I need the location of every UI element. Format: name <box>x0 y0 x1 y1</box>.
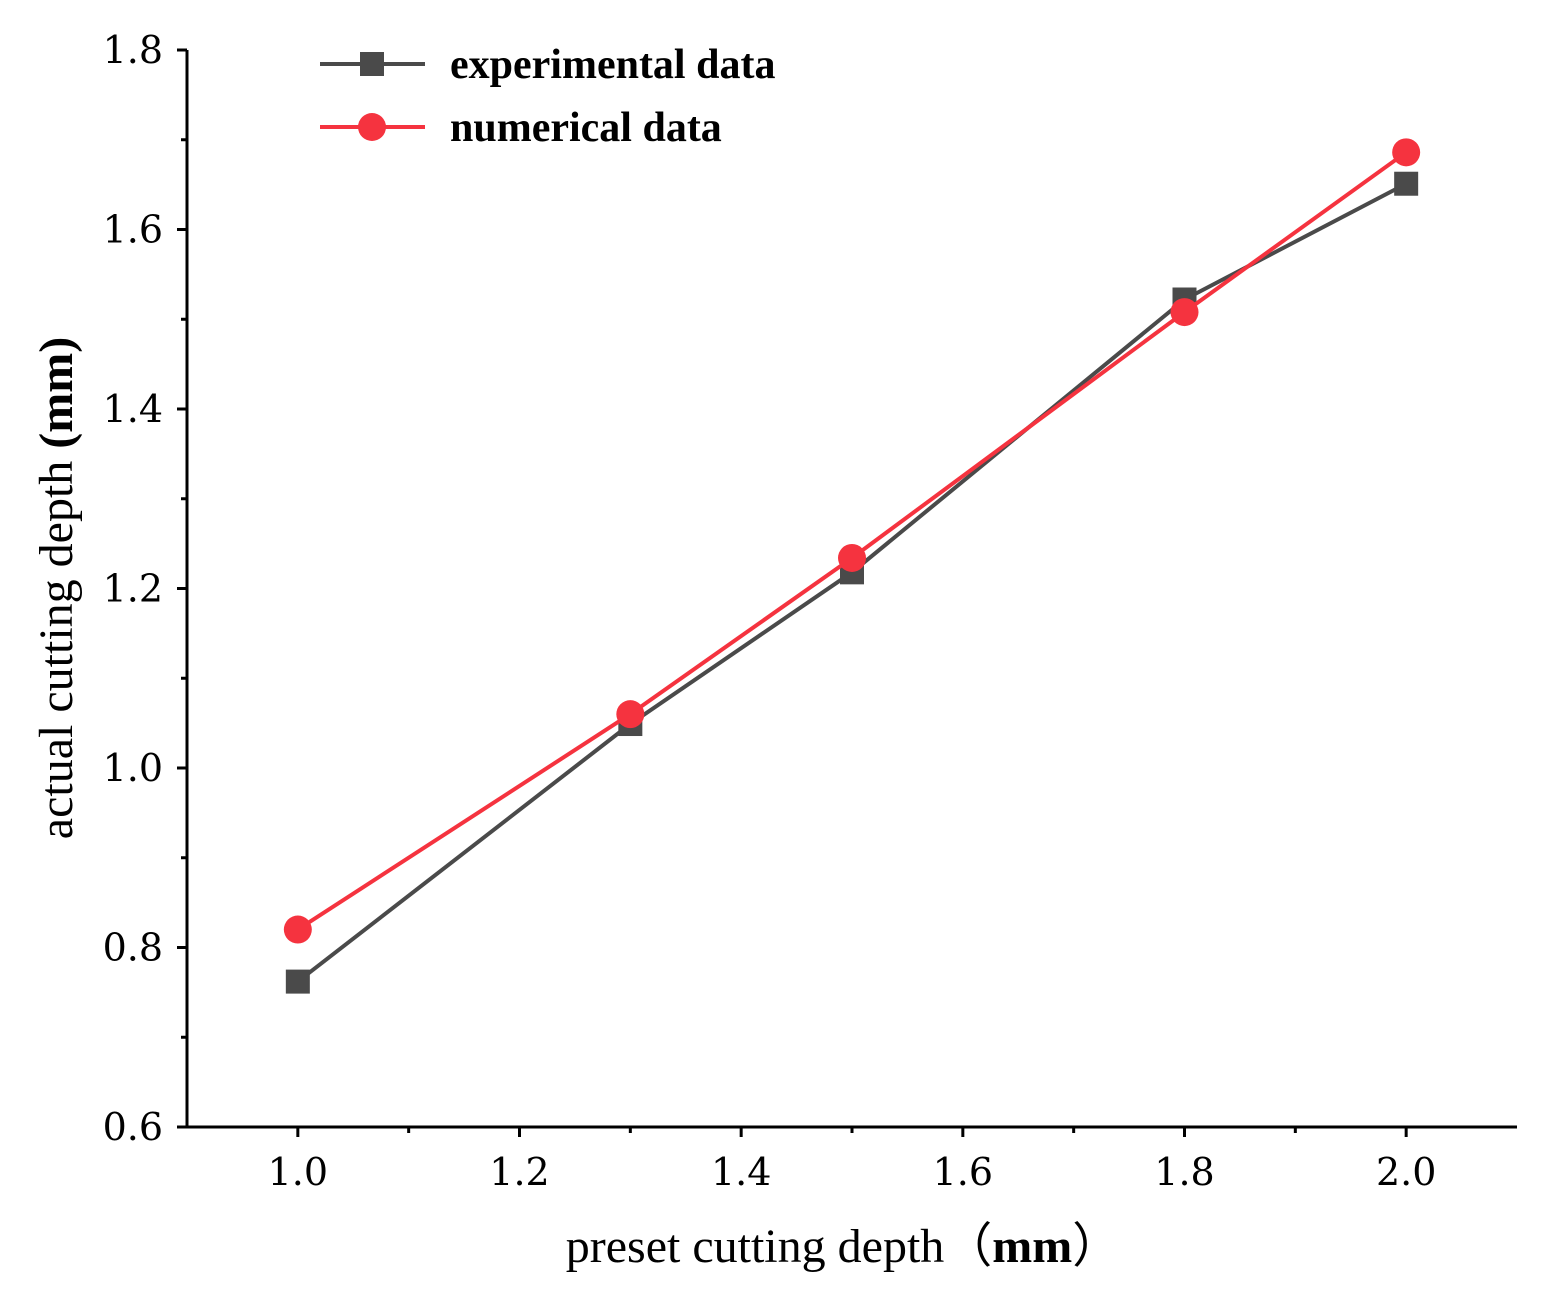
series-layer <box>283 138 1421 994</box>
y-tick-label: 1.6 <box>103 208 163 252</box>
x-tick-label: 1.4 <box>711 1150 771 1194</box>
y-tick-label: 1.0 <box>103 746 163 790</box>
data-point-circle <box>616 700 645 729</box>
x-axis-title-close: ） <box>1072 1220 1120 1273</box>
x-axis-title: preset cutting depth（mm） <box>566 1220 1121 1273</box>
axes: 0.6 0.8 1.0 1.2 1.4 1.6 1.8 1.0 1.2 1.4 1.6 1.8 2.0 <box>103 28 1517 1194</box>
legend-label: numerical data <box>450 105 722 151</box>
y-tick-label: 1.2 <box>103 567 163 611</box>
y-tick-label: 0.8 <box>103 926 163 970</box>
series-1 <box>285 171 1419 994</box>
legend-label: experimental data <box>450 42 775 88</box>
x-tick-label: 1.0 <box>268 1150 328 1194</box>
x-tick-label: 1.2 <box>489 1150 549 1194</box>
data-point-circle <box>1170 298 1199 327</box>
data-point-circle <box>838 543 866 572</box>
x-axis-title-unit: mm <box>992 1220 1072 1273</box>
y-tick-label: 1.4 <box>103 387 163 431</box>
y-tick-label: 0.6 <box>103 1105 163 1149</box>
x-tick-label: 1.6 <box>933 1150 993 1194</box>
x-axis-title-text: preset cutting depth（ <box>566 1220 993 1273</box>
legend-item-2: numerical data <box>320 105 722 151</box>
legend-marker-square <box>360 52 384 76</box>
x-tick-label: 1.8 <box>1154 1150 1214 1194</box>
series-2 <box>283 138 1421 944</box>
legend: experimental data numerical data <box>320 42 775 151</box>
data-point-circle <box>283 915 312 944</box>
x-tick-label: 2.0 <box>1376 1150 1436 1194</box>
data-point-square <box>285 969 310 994</box>
data-point-square <box>1394 171 1419 196</box>
y-tick-label: 1.8 <box>103 28 163 72</box>
y-axis-title: actual cutting depth (mm) <box>30 337 83 839</box>
legend-item-1: experimental data <box>320 42 775 88</box>
data-point-circle <box>1392 138 1421 167</box>
y-axis-title-unit: (mm) <box>30 337 83 449</box>
legend-marker-circle <box>358 113 386 141</box>
y-axis-title-text: actual cutting depth <box>30 449 83 840</box>
